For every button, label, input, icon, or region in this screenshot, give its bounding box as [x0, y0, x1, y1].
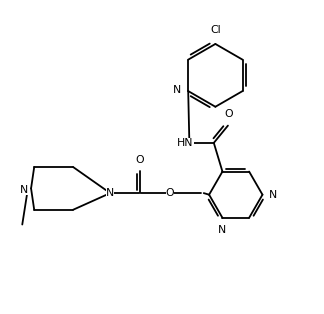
- Text: N: N: [106, 188, 114, 198]
- Text: HN: HN: [177, 138, 194, 148]
- Text: O: O: [166, 188, 174, 198]
- Text: N: N: [20, 185, 29, 195]
- Text: N: N: [173, 85, 181, 95]
- Text: O: O: [136, 155, 144, 165]
- Text: Cl: Cl: [211, 25, 221, 35]
- Text: N: N: [269, 190, 277, 200]
- Text: N: N: [217, 225, 226, 235]
- Text: O: O: [224, 109, 233, 119]
